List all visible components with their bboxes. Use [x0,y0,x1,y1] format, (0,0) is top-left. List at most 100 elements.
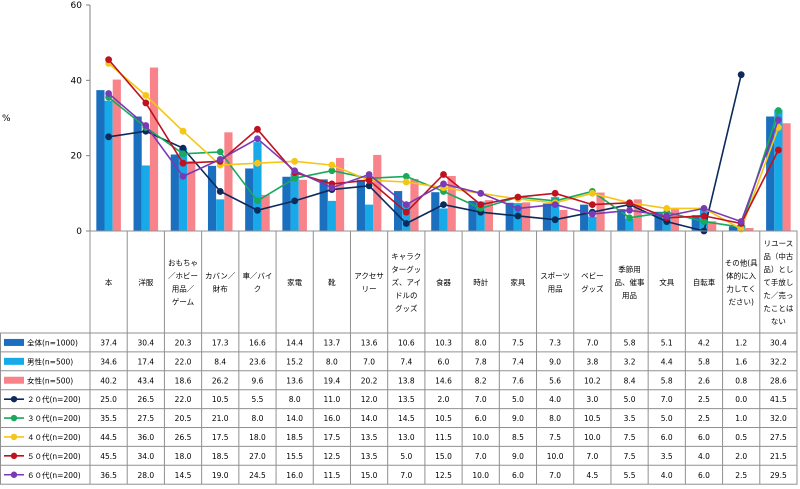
legend-marker [10,414,18,422]
table-cell-value: 6.0 [698,471,710,480]
table-cell-value: 19.4 [324,376,341,385]
series-point [551,201,559,209]
table-cell-value: 7.3 [549,338,561,347]
table-cell-value: 26.5 [175,433,192,442]
table-cell-value: 40.2 [100,376,117,385]
table-cell-value: 9.0 [512,414,524,423]
table-cell-value: 15.2 [286,357,303,366]
series-point [179,172,187,180]
table-cell-value: 14.5 [175,471,192,480]
table-cell-value: 8.4 [624,376,636,385]
table-cell-value: 10.5 [212,395,229,404]
category-label: スポーツ用品 [540,272,570,294]
table-cell-value: 6.0 [438,357,450,366]
table-cell-value: 10.6 [398,338,415,347]
table-cell-value: 21.0 [212,414,229,423]
bar [394,191,403,231]
table-cell-value: 13.5 [361,433,378,442]
table-cell-value: 10.0 [472,471,489,480]
table-cell-value: 4.5 [586,471,598,480]
bar [559,209,568,231]
table-cell-value: 35.5 [100,414,117,423]
bar [298,179,307,231]
bar [178,148,188,231]
table-cell-value: 7.5 [624,433,636,442]
table-cell-value: 22.0 [175,395,192,404]
bar [708,221,717,231]
category-label: 本 [105,277,113,287]
table-cell-value: 45.5 [100,452,117,461]
table-cell-value: 3.2 [624,357,636,366]
legend-label: ４０代(n=200) [27,432,81,442]
axes: 0 20 40 60 [71,1,91,237]
series-point [328,184,336,192]
table-cell-value: 7.0 [586,452,598,461]
table-cell-value: 6.0 [512,471,524,480]
table-cell-value: 29.5 [770,471,787,480]
table-cell-value: 10.2 [584,376,601,385]
table-cell-value: 3.5 [624,414,636,423]
legend-marker [10,433,18,441]
category-label: 洋服 [138,277,153,287]
category-label: 家具 [510,277,525,287]
table-cell-value: 10.0 [547,452,564,461]
y-tick-label: 40 [71,76,83,86]
series-point [105,90,113,97]
series-point [700,212,708,220]
series-point [105,56,113,64]
series-point [402,178,410,186]
table-cell-value: 0.8 [735,376,747,385]
bar [580,204,589,231]
bar [551,197,560,231]
series-point [216,148,224,156]
table-cell-value: 16.0 [286,471,303,480]
bar [112,79,121,231]
table-cell-value: 34.0 [137,452,154,461]
series-point [588,189,596,197]
bar [782,123,791,231]
category-label: 季節用品、催事用品 [615,264,645,300]
table-cell-value: 5.5 [624,471,636,480]
bar [402,203,411,231]
bar [133,116,142,231]
category-label: アクセサリー [354,272,384,294]
series-point [402,201,410,209]
table-cell-value: 30.4 [770,338,787,347]
table-cell-value: 9.0 [549,357,561,366]
series-point [254,135,261,143]
legend-marker [10,471,18,478]
table-cell-value: 8.5 [512,433,524,442]
category-label: 靴 [328,277,336,287]
table-cell-value: 7.0 [475,395,487,404]
category-label: その他(具体的に入力してください) [725,258,758,307]
table-cell-value: 7.0 [400,471,412,480]
series-point [588,201,596,209]
series-point [142,99,150,107]
category-label: ベビーグッズ [581,272,604,294]
bar [617,209,626,231]
table-cell-value: 4.4 [661,357,673,366]
table-cell-value: 6.0 [698,433,710,442]
table-cell-value: 3.5 [661,452,673,461]
table-cell-value: 2.5 [698,414,710,423]
bar [728,226,738,231]
table-cell-value: 10.5 [584,414,601,423]
table-cell-value: 5.0 [624,395,636,404]
y-tick-label: 60 [71,1,83,11]
series-point [774,116,782,124]
bar [745,227,754,231]
category-label: 車／バイク [242,271,272,294]
table-cell-value: 2.0 [438,395,450,404]
table-cell-value: 8.2 [475,376,487,385]
table-cell-value: 17.3 [212,338,229,347]
table-cell-value: 9.6 [251,376,263,385]
table-cell-value: 13.8 [398,376,415,385]
bar [691,215,700,231]
table-cell-value: 7.0 [549,471,561,480]
legend-swatch [4,338,24,346]
bar [356,179,365,231]
table-cell-value: 16.0 [324,414,341,423]
table-cell-value: 0.0 [735,395,747,404]
table-cell-value: 1.6 [735,357,747,366]
